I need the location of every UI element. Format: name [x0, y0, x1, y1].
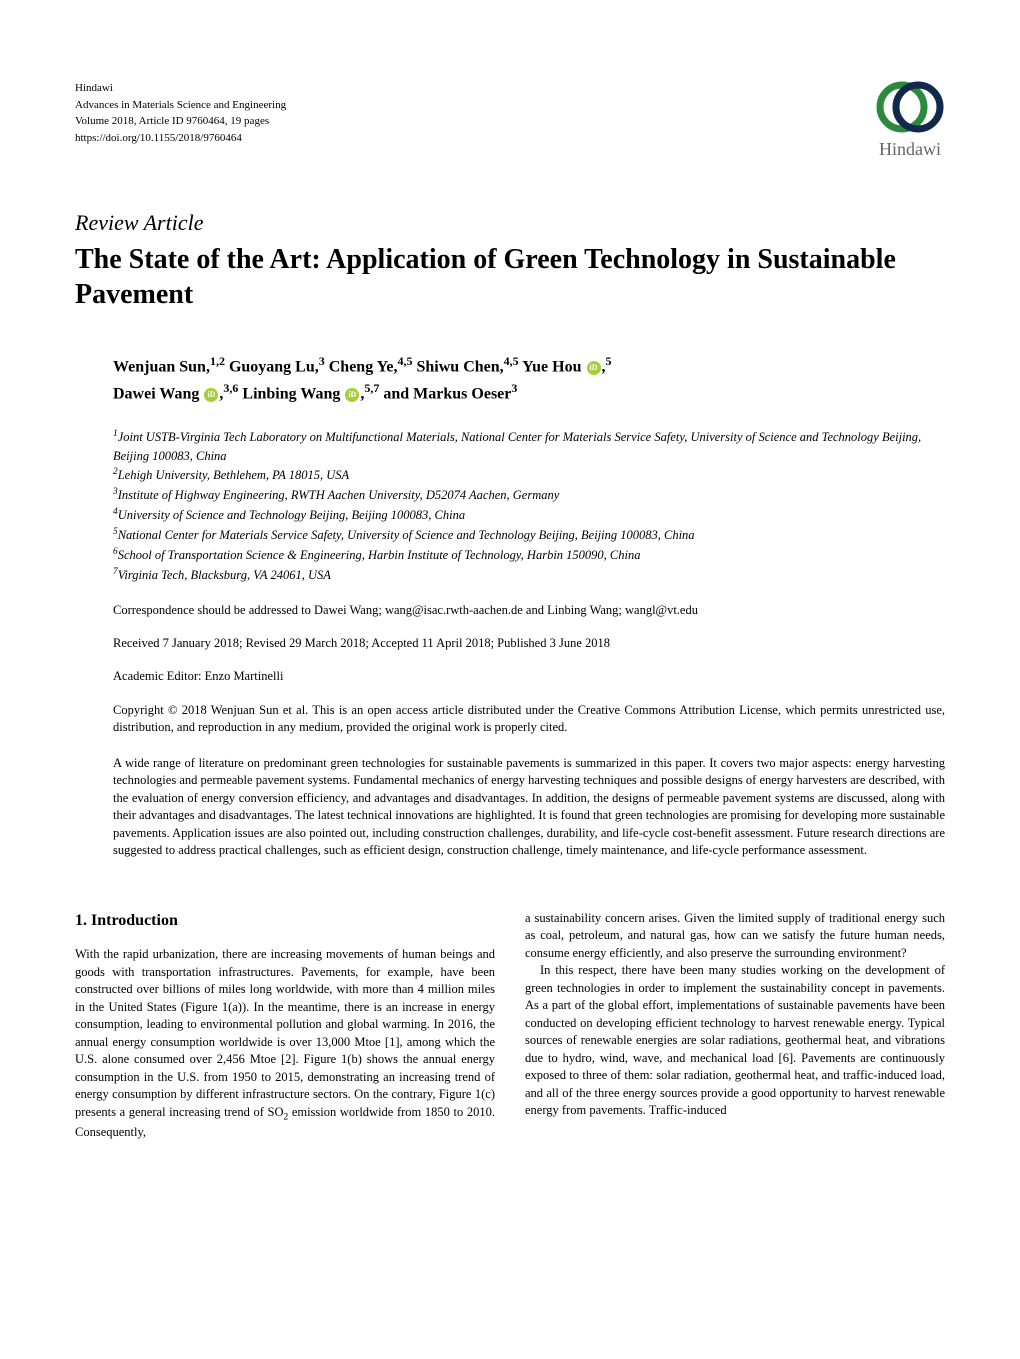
orcid-icon[interactable]: [345, 388, 359, 402]
orcid-icon[interactable]: [587, 361, 601, 375]
affiliation-item: 5National Center for Materials Service S…: [113, 525, 945, 545]
doi-link[interactable]: https://doi.org/10.1155/2018/9760464: [75, 130, 286, 147]
author-affil-sup: 4,5: [504, 354, 519, 368]
author-affil-sup: 3: [319, 354, 325, 368]
affiliation-item: 3Institute of Highway Engineering, RWTH …: [113, 485, 945, 505]
author-name: Dawei Wang: [113, 386, 203, 403]
author-name: Wenjuan Sun,: [113, 358, 210, 375]
volume-line: Volume 2018, Article ID 9760464, 19 page…: [75, 113, 286, 130]
author-name: Linbing Wang: [242, 386, 344, 403]
right-column: a sustainability concern arises. Given t…: [525, 910, 945, 1142]
publisher-logo-text: Hindawi: [879, 139, 941, 160]
copyright-notice: Copyright © 2018 Wenjuan Sun et al. This…: [113, 702, 945, 737]
author-name: Shiwu Chen,: [417, 358, 504, 375]
author-name: Guoyang Lu,: [229, 358, 319, 375]
body-paragraph: In this respect, there have been many st…: [525, 962, 945, 1120]
author-affil-sup: 3: [511, 381, 517, 395]
section-heading: 1. Introduction: [75, 910, 495, 932]
authors-block: Wenjuan Sun,1,2 Guoyang Lu,3 Cheng Ye,4,…: [113, 352, 945, 407]
dates-line: Received 7 January 2018; Revised 29 Marc…: [113, 636, 945, 651]
academic-editor: Academic Editor: Enzo Martinelli: [113, 669, 945, 684]
journal-info: Hindawi Advances in Materials Science an…: [75, 80, 286, 146]
body-columns: 1. Introduction With the rapid urbanizat…: [75, 910, 945, 1142]
body-paragraph: With the rapid urbanization, there are i…: [75, 946, 495, 1142]
author-affil-sup: 4,5: [398, 354, 413, 368]
publisher-logo: Hindawi: [875, 80, 945, 160]
author-affil-sup: 3,6: [223, 381, 238, 395]
author-name: Yue Hou: [522, 358, 585, 375]
author-affil-sup: 5,7: [364, 381, 379, 395]
abstract-text: A wide range of literature on predominan…: [113, 755, 945, 860]
affiliations-block: 1Joint USTB-Virginia Tech Laboratory on …: [113, 427, 945, 585]
affiliation-item: 4University of Science and Technology Be…: [113, 505, 945, 525]
affiliation-item: 6School of Transportation Science & Engi…: [113, 545, 945, 565]
author-name: and Markus Oeser: [383, 386, 511, 403]
author-affil-sup: 5: [606, 354, 612, 368]
hindawi-logo-icon: [875, 80, 945, 135]
article-type: Review Article: [75, 210, 945, 236]
affiliation-item: 1Joint USTB-Virginia Tech Laboratory on …: [113, 427, 945, 466]
publisher-name: Hindawi: [75, 80, 286, 97]
left-column: 1. Introduction With the rapid urbanizat…: [75, 910, 495, 1142]
affiliation-item: 7Virginia Tech, Blacksburg, VA 24061, US…: [113, 565, 945, 585]
article-title: The State of the Art: Application of Gre…: [75, 242, 945, 312]
orcid-icon[interactable]: [204, 388, 218, 402]
header-row: Hindawi Advances in Materials Science an…: [75, 80, 945, 160]
author-affil-sup: 1,2: [210, 354, 225, 368]
affiliation-item: 2Lehigh University, Bethlehem, PA 18015,…: [113, 465, 945, 485]
author-name: Cheng Ye,: [329, 358, 398, 375]
journal-name: Advances in Materials Science and Engine…: [75, 97, 286, 114]
correspondence-line: Correspondence should be addressed to Da…: [113, 603, 945, 618]
body-paragraph: a sustainability concern arises. Given t…: [525, 910, 945, 963]
